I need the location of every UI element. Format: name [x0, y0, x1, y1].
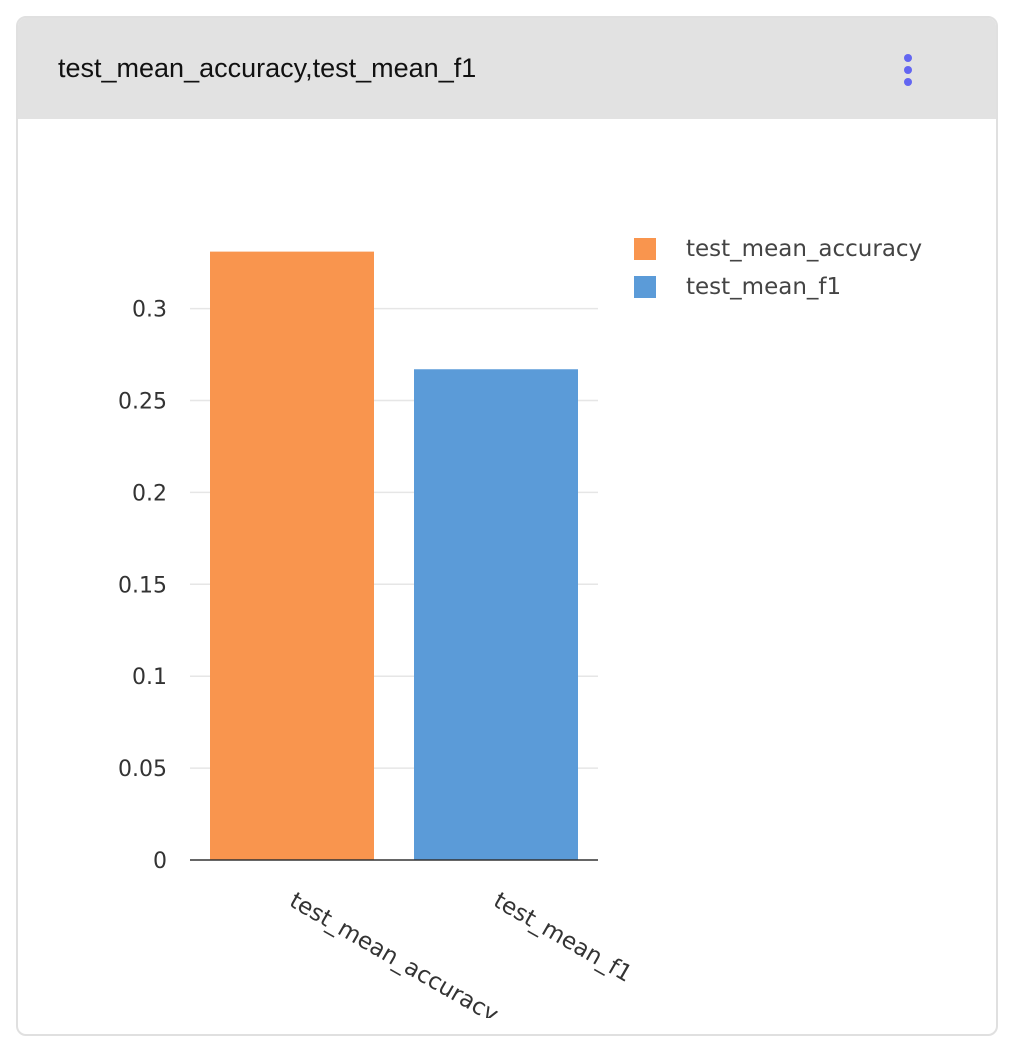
bar-test_mean_accuracy — [210, 251, 374, 860]
card-title: test_mean_accuracy,test_mean_f1 — [58, 53, 477, 83]
legend-swatch — [634, 238, 656, 260]
y-tick-label: 0.1 — [132, 665, 167, 690]
y-tick-label: 0.25 — [118, 390, 167, 415]
y-tick-labels: 0 0.05 0.1 0.15 0.2 0.25 0.3 — [118, 298, 167, 874]
bar-chart: 0 0.05 0.1 0.15 0.2 0.25 0.3 test_mean_accurac… — [118, 251, 636, 1029]
y-tick-label: 0.2 — [132, 481, 167, 506]
chart-card: test_mean_accuracy,test_mean_f1 0 0.05 0.1… — [16, 16, 998, 1036]
x-tick-label: test_mean_accuracy — [285, 888, 503, 1029]
y-tick-label: 0.05 — [118, 757, 167, 782]
legend-label: test_mean_f1 — [686, 274, 842, 300]
legend-label: test_mean_accuracy — [686, 236, 923, 262]
legend-swatch — [634, 276, 656, 298]
y-tick-label: 0.3 — [132, 298, 167, 323]
x-tick-label: test_mean_f1 — [489, 888, 636, 988]
card-header: test_mean_accuracy,test_mean_f1 — [18, 18, 996, 119]
bars — [210, 251, 578, 860]
more-menu-button[interactable] — [890, 48, 926, 90]
more-vertical-icon-dot — [904, 66, 912, 74]
y-tick-label: 0.15 — [118, 573, 167, 598]
more-vertical-icon — [904, 54, 912, 62]
y-tick-label: 0 — [153, 849, 167, 874]
more-vertical-icon-dot — [904, 78, 912, 86]
bar-test_mean_f1 — [414, 369, 578, 860]
